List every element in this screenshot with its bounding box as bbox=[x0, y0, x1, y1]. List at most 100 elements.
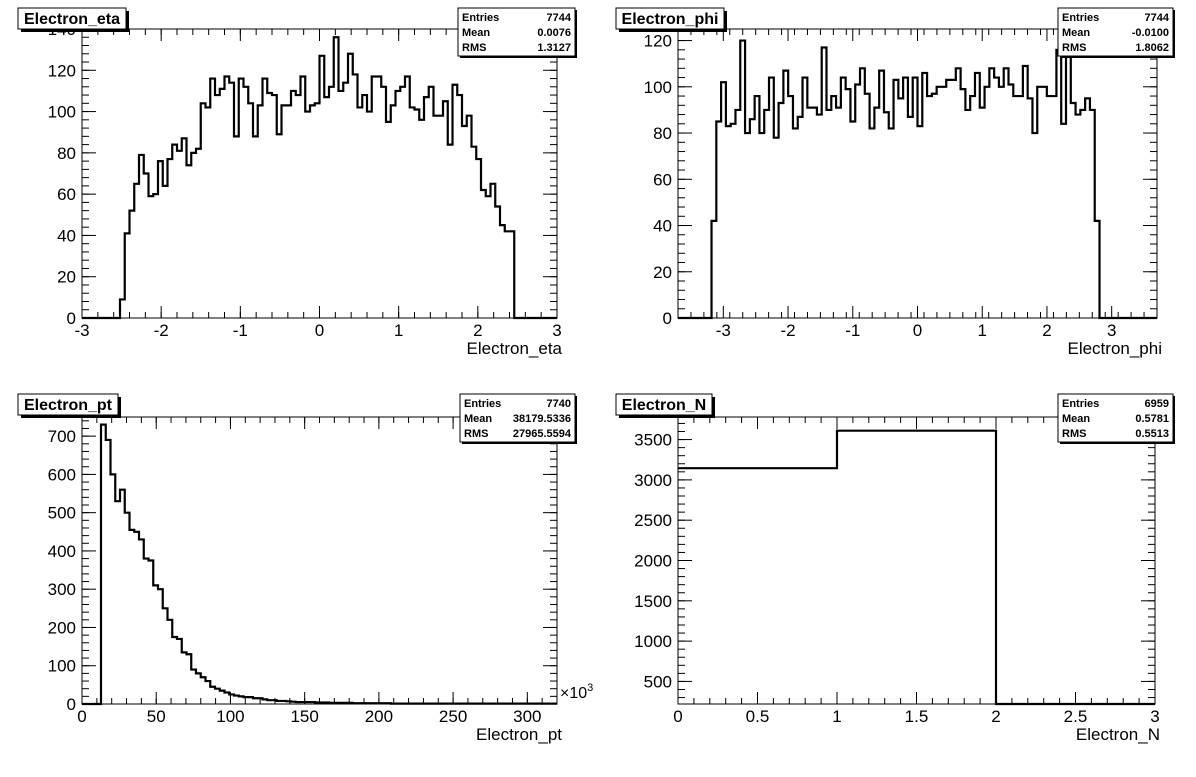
axis-exponent-base: ×10 bbox=[560, 685, 587, 702]
title-box bbox=[615, 393, 713, 416]
y-tick-label: 400 bbox=[48, 542, 76, 561]
stats-entries-label: Entries bbox=[1062, 12, 1099, 24]
x-tick-label: -1 bbox=[233, 321, 248, 340]
x-tick-label: 200 bbox=[365, 707, 393, 726]
stats-entries-value: 7740 bbox=[547, 398, 571, 410]
x-tick-label: 150 bbox=[290, 707, 318, 726]
x-tick-label: 1 bbox=[832, 707, 841, 726]
x-axis-label: Electron_eta bbox=[467, 339, 563, 358]
y-tick-label: 40 bbox=[57, 226, 76, 245]
x-tick-label: -3 bbox=[716, 321, 731, 340]
histogram-title: Electron_eta bbox=[24, 11, 120, 28]
x-tick-label: 1.5 bbox=[905, 707, 929, 726]
stats-entries-label: Entries bbox=[462, 12, 499, 24]
stats-box bbox=[459, 393, 576, 443]
y-tick-label: 100 bbox=[48, 657, 76, 676]
stats-mean-value: 0.5781 bbox=[1135, 413, 1169, 425]
y-tick-label: 300 bbox=[48, 580, 76, 599]
axis-exponent-label: ×103 bbox=[560, 682, 593, 702]
y-tick-label: 100 bbox=[644, 78, 672, 97]
x-tick-label: -1 bbox=[845, 321, 860, 340]
electron-phi-panel: -3 -2 -1 0 1 2 3 0 20 40 60 80 100 120 Electron_phi Ele… bbox=[598, 0, 1196, 386]
plot-frame bbox=[677, 28, 1158, 319]
stats-entries-value: 7744 bbox=[547, 12, 572, 24]
axis-exponent-power: 3 bbox=[587, 682, 593, 694]
y-tick-label: 2000 bbox=[634, 552, 672, 571]
x-tick-label: -2 bbox=[780, 321, 795, 340]
y-tick-label: 60 bbox=[653, 170, 672, 189]
x-tick-label: 250 bbox=[439, 707, 467, 726]
y-tick-label: 500 bbox=[48, 504, 76, 523]
stats-entries-value: 6959 bbox=[1145, 398, 1169, 410]
y-tick-label: 3000 bbox=[634, 471, 672, 490]
stats-rms-label: RMS bbox=[464, 428, 488, 440]
stats-entries-label: Entries bbox=[464, 398, 501, 410]
stats-rms-value: 1.3127 bbox=[537, 42, 571, 54]
histogram-chart: 0 0.5 1 1.5 2 2.5 3500100015002000250030003500… bbox=[615, 393, 1175, 744]
histogram-title: Electron_N bbox=[622, 397, 706, 414]
electron-n-panel: 0 0.5 1 1.5 2 2.5 3 500 1000 1500 2000 2500 3000 3500… bbox=[598, 386, 1196, 772]
title-box bbox=[615, 7, 725, 30]
histogram-chart: -3 -2 -1 0 1 2 3 0 20 40 60 80 100 120 Electron_phi Ele… bbox=[615, 7, 1175, 358]
stats-mean-value: -0.0100 bbox=[1132, 27, 1169, 39]
y-tick-label: 600 bbox=[48, 465, 76, 484]
x-tick-label: 2.5 bbox=[1064, 707, 1088, 726]
x-tick-label: 0 bbox=[673, 707, 682, 726]
y-tick-label: 40 bbox=[653, 217, 672, 236]
stats-entries-value: 7744 bbox=[1145, 12, 1170, 24]
stats-mean-label: Mean bbox=[464, 413, 492, 425]
y-tick-label: 20 bbox=[57, 268, 76, 287]
stats-entries-label: Entries bbox=[1062, 398, 1099, 410]
x-tick-label: 0.5 bbox=[746, 707, 770, 726]
x-tick-label: 50 bbox=[147, 707, 166, 726]
stats-rms-value: 27965.5594 bbox=[513, 428, 572, 440]
stats-mean-label: Mean bbox=[462, 27, 490, 39]
y-tick-label: 3500 bbox=[634, 431, 672, 450]
stats-rms-label: RMS bbox=[1062, 428, 1086, 440]
y-tick-label: 100 bbox=[48, 103, 76, 122]
y-tick-label: 120 bbox=[48, 61, 76, 80]
stats-rms-value: 0.5513 bbox=[1135, 428, 1169, 440]
y-tick-label: 1500 bbox=[634, 592, 672, 611]
stats-rms-label: RMS bbox=[462, 42, 486, 54]
title-box bbox=[17, 393, 119, 416]
x-tick-label: 2 bbox=[1042, 321, 1051, 340]
y-tick-label: 0 bbox=[67, 309, 76, 328]
y-tick-label: 60 bbox=[57, 185, 76, 204]
y-tick-label: 20 bbox=[653, 263, 672, 282]
y-tick-label: 0 bbox=[663, 309, 672, 328]
y-tick-label: 700 bbox=[48, 427, 76, 446]
histogram-line bbox=[678, 39, 1157, 320]
x-tick-label: 0 bbox=[315, 321, 324, 340]
electron-eta-panel: -3-2-10123020406080100120140Electron_eta… bbox=[0, 0, 598, 386]
histogram-chart: -3-2-10123020406080100120140Electron_eta… bbox=[17, 7, 577, 358]
x-axis-label: Electron_pt bbox=[476, 725, 562, 744]
x-tick-label: 0 bbox=[77, 707, 86, 726]
stats-mean-value: 38179.5336 bbox=[513, 413, 571, 425]
x-tick-label: 3 bbox=[1150, 707, 1159, 726]
x-axis-label: Electron_N bbox=[1076, 725, 1160, 744]
stats-mean-value: 0.0076 bbox=[537, 27, 571, 39]
x-tick-label: 2 bbox=[991, 707, 1000, 726]
y-tick-label: 0 bbox=[67, 695, 76, 714]
x-tick-label: 300 bbox=[513, 707, 541, 726]
y-tick-label: 200 bbox=[48, 618, 76, 637]
stats-mean-label: Mean bbox=[1062, 27, 1090, 39]
y-tick-label: 1000 bbox=[634, 632, 672, 651]
stats-box bbox=[1057, 393, 1174, 443]
histogram-chart: 0 50 100 150 200 250 300 0 100 200 300 400 500 600 700… bbox=[17, 393, 593, 744]
x-tick-label: 1 bbox=[977, 321, 986, 340]
x-tick-label: -2 bbox=[154, 321, 169, 340]
x-tick-label: 3 bbox=[1107, 321, 1116, 340]
x-tick-label: 2 bbox=[473, 321, 482, 340]
electron-pt-panel: 0 50 100 150 200 250 300 0 100 200 300 400 500 600 700… bbox=[0, 386, 598, 772]
histogram-line bbox=[678, 429, 1155, 706]
x-tick-label: 3 bbox=[552, 321, 561, 340]
y-tick-label: 80 bbox=[653, 124, 672, 143]
title-box bbox=[17, 7, 127, 30]
x-axis-label: Electron_phi bbox=[1067, 339, 1162, 358]
histogram-title: Electron_phi bbox=[622, 11, 719, 28]
x-tick-label: -3 bbox=[74, 321, 89, 340]
plot-frame bbox=[677, 416, 1156, 705]
stats-rms-label: RMS bbox=[1062, 42, 1086, 54]
